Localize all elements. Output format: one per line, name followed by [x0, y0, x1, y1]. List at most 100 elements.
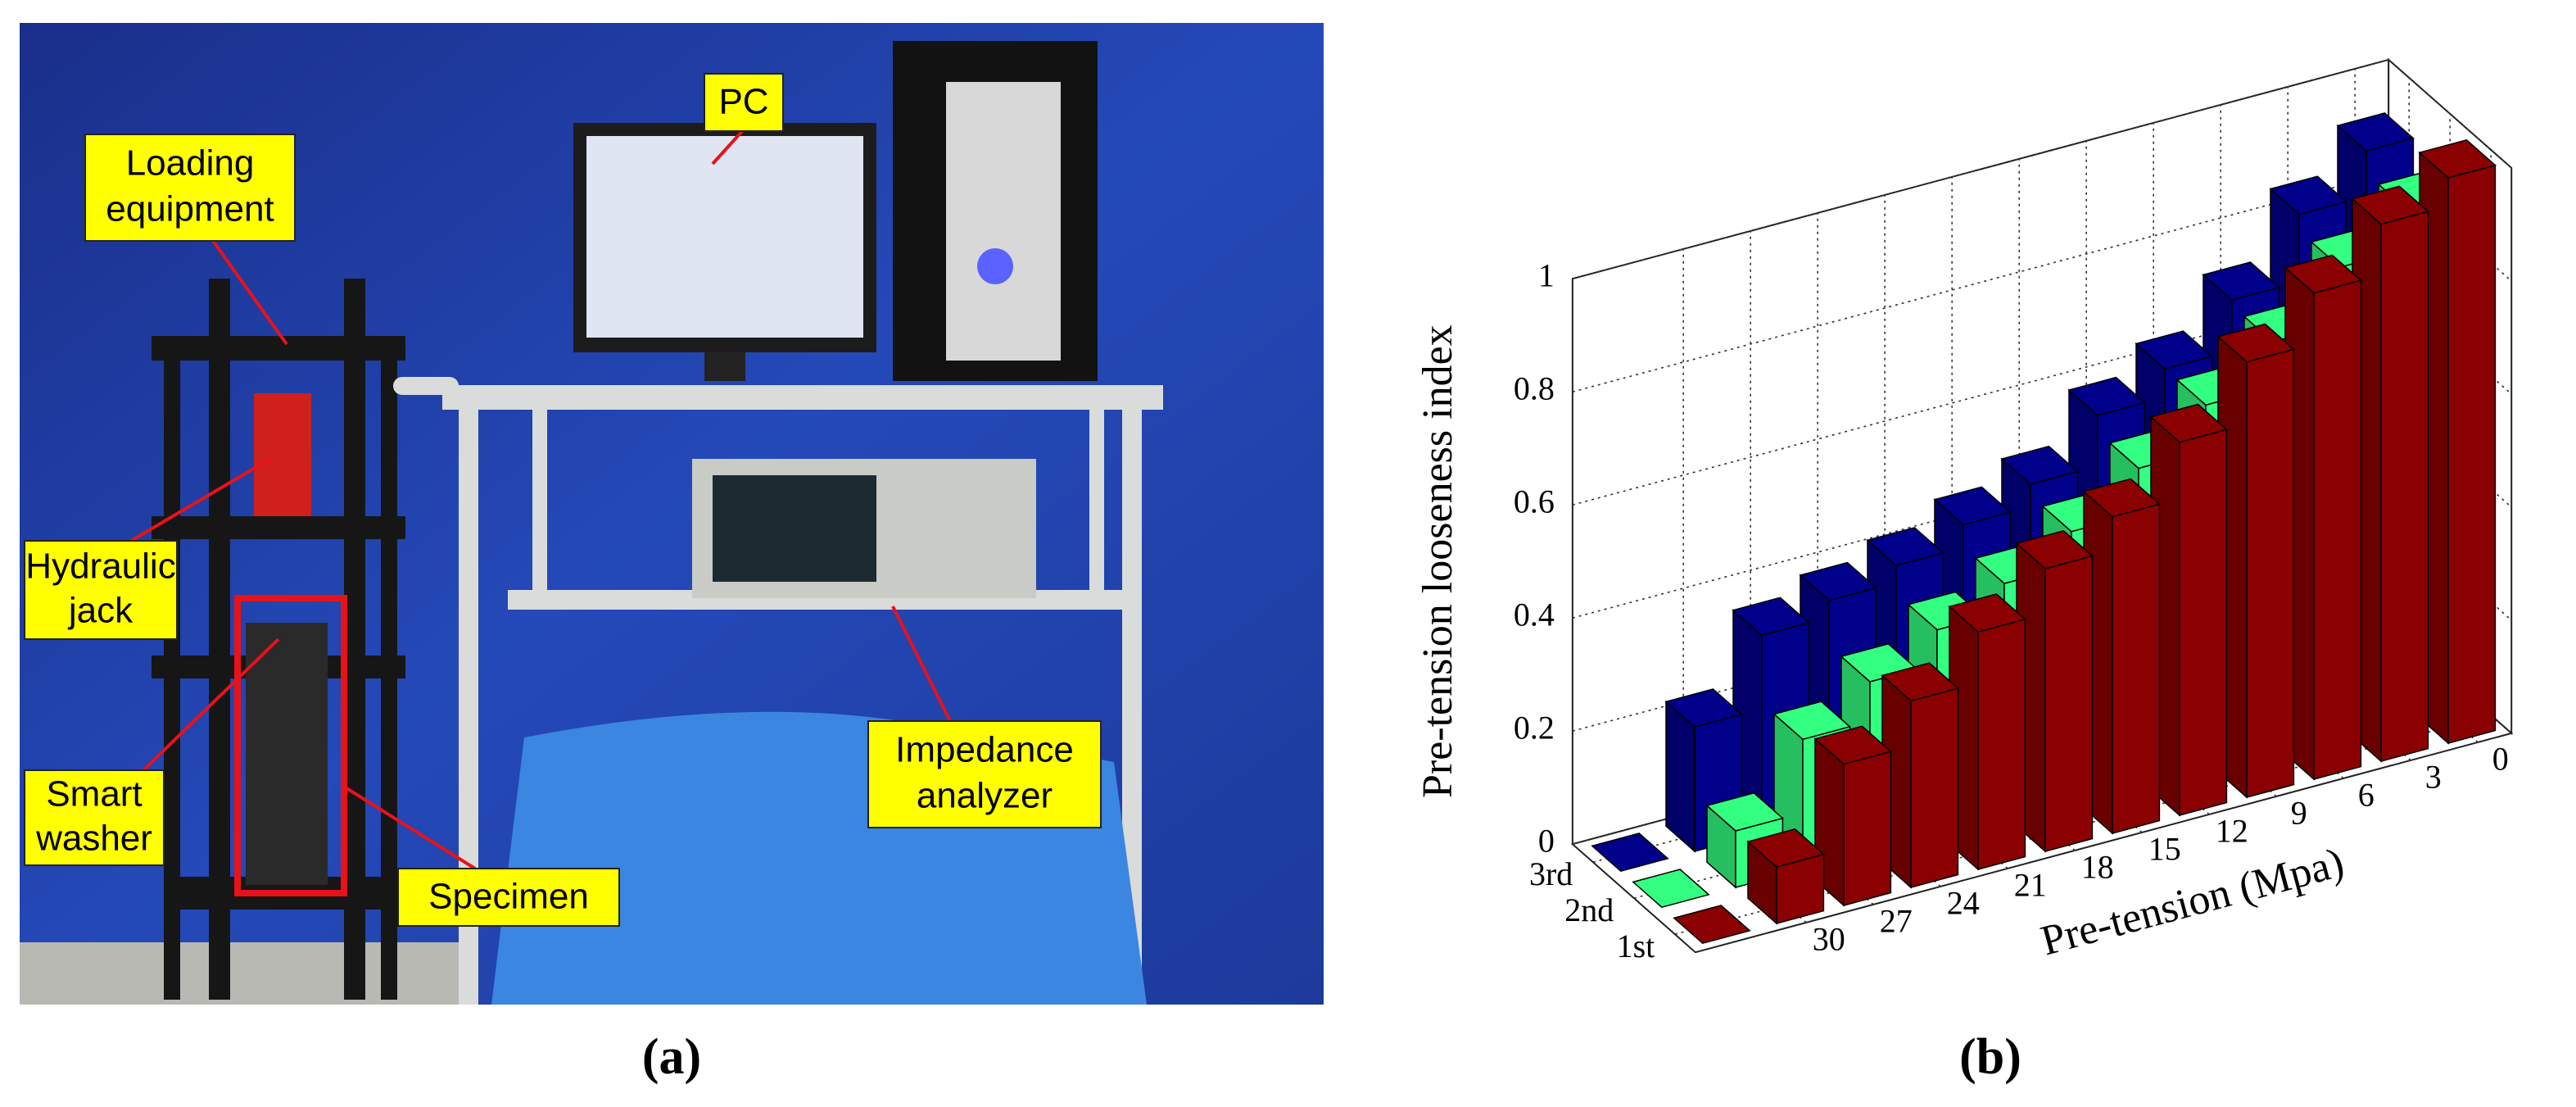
- z-tick-label: 0.4: [1514, 596, 1555, 633]
- screen: [586, 136, 863, 338]
- bar-front: [2179, 429, 2228, 816]
- label: Hydraulic: [25, 547, 175, 587]
- bar: [2149, 403, 2228, 817]
- bar-top: [2000, 445, 2079, 485]
- legend-label: 3rd: [1529, 855, 1573, 892]
- x-tick-label: 0: [2492, 740, 2509, 777]
- bar-top: [2418, 138, 2497, 179]
- floor: [20, 942, 478, 1005]
- x-tick-label: 15: [2148, 830, 2181, 867]
- label: PC: [718, 82, 768, 122]
- bar-top: [1732, 597, 1810, 637]
- bar: [2082, 478, 2161, 835]
- bar-top: [2269, 175, 2347, 216]
- bar-top: [1813, 725, 1892, 765]
- bar: [2216, 323, 2295, 799]
- bar-front: [1910, 687, 1959, 888]
- bar: [2418, 138, 2497, 745]
- label: washer: [35, 819, 152, 859]
- arrow: [711, 128, 745, 166]
- z-tick-label: 0.2: [1514, 709, 1555, 746]
- z-tick-label: 0: [1538, 822, 1555, 859]
- photo: PC Loading equipment Hydraulic jack Smar…: [20, 23, 1324, 1005]
- x-tick-label: 27: [1880, 902, 1913, 939]
- bar-top: [2202, 261, 2280, 302]
- bar-front: [1843, 751, 1892, 906]
- monitor-stand: [704, 352, 745, 381]
- x-tick-label: 6: [2358, 776, 2375, 813]
- x-tick-label: 30: [1813, 920, 1845, 957]
- arrow: [891, 606, 952, 722]
- bar-front: [2112, 503, 2161, 834]
- specimen: [246, 623, 328, 885]
- label-box: Smart washer: [24, 769, 165, 866]
- legend-label: 2nd: [1564, 891, 1614, 928]
- bar-top: [2216, 323, 2295, 363]
- bar: [1746, 828, 1825, 925]
- bar-top: [2135, 330, 2213, 370]
- bar-top: [2351, 185, 2429, 225]
- bar-front: [2313, 279, 2362, 780]
- label: jack: [67, 591, 134, 631]
- x-tick-label: 24: [1947, 884, 1980, 921]
- bar-top: [1866, 527, 1944, 566]
- bar-front: [2447, 164, 2497, 744]
- z-axis-title: Pre-tension looseness index: [1415, 324, 1461, 798]
- label: Smart: [46, 774, 142, 814]
- label: Loading: [126, 143, 255, 184]
- bar-top: [1705, 792, 1784, 832]
- hydraulic-jack: [254, 393, 311, 516]
- bar-front: [1977, 618, 2026, 870]
- bar-front: [2380, 211, 2429, 762]
- pc-front: [946, 82, 1061, 361]
- pc-button: [977, 248, 1013, 284]
- arrow: [142, 637, 280, 772]
- highlight-box: [234, 595, 347, 896]
- bar-top: [2067, 376, 2146, 416]
- label-box: Hydraulic jack: [24, 540, 178, 640]
- bar: [2015, 529, 2094, 853]
- bar-top: [2336, 112, 2415, 152]
- loading-rack: [152, 279, 405, 1000]
- bar-top: [2015, 529, 2094, 569]
- caption: (a): [642, 1029, 701, 1085]
- z-tick-label: 0.8: [1514, 370, 1555, 406]
- bar: [2284, 254, 2362, 781]
- caption: (b): [1959, 1029, 2021, 1085]
- z-tick-label: 0.6: [1514, 483, 1555, 519]
- label-box: Impedance analyzer: [867, 720, 1102, 828]
- label: analyzer: [917, 776, 1053, 816]
- label: Impedance: [895, 730, 1074, 770]
- bar-front: [2246, 348, 2295, 798]
- z-tick-label: 1: [1538, 256, 1555, 293]
- legend-swatch: [1673, 905, 1751, 945]
- bar-top: [1746, 828, 1825, 868]
- label-box: Loading equipment: [84, 134, 296, 242]
- legend-swatch: [1632, 869, 1710, 909]
- legend-swatch: [1591, 833, 1669, 873]
- bar-side: [1665, 700, 1695, 853]
- bar-top: [1881, 662, 1959, 702]
- bar-front: [2044, 555, 2094, 852]
- bar-top: [1948, 593, 2026, 633]
- x-tick-label: 12: [2216, 812, 2248, 849]
- bar-top: [1664, 688, 1743, 728]
- bar: [2351, 185, 2429, 763]
- arrow: [342, 785, 477, 870]
- legend-label: 1st: [1617, 928, 1655, 964]
- x-tick-label: 18: [2081, 848, 2114, 885]
- x-tick-label: 21: [2014, 866, 2047, 903]
- bar-top: [1799, 561, 1877, 601]
- bar: [1881, 662, 1959, 889]
- label: Specimen: [428, 877, 589, 917]
- x-tick-label: 3: [2425, 758, 2442, 795]
- bar-top: [2082, 478, 2161, 518]
- bar: [1813, 725, 1892, 907]
- label-box: PC: [704, 73, 784, 132]
- bar-top: [1933, 486, 2012, 526]
- arrow: [211, 239, 288, 346]
- label: equipment: [106, 189, 274, 229]
